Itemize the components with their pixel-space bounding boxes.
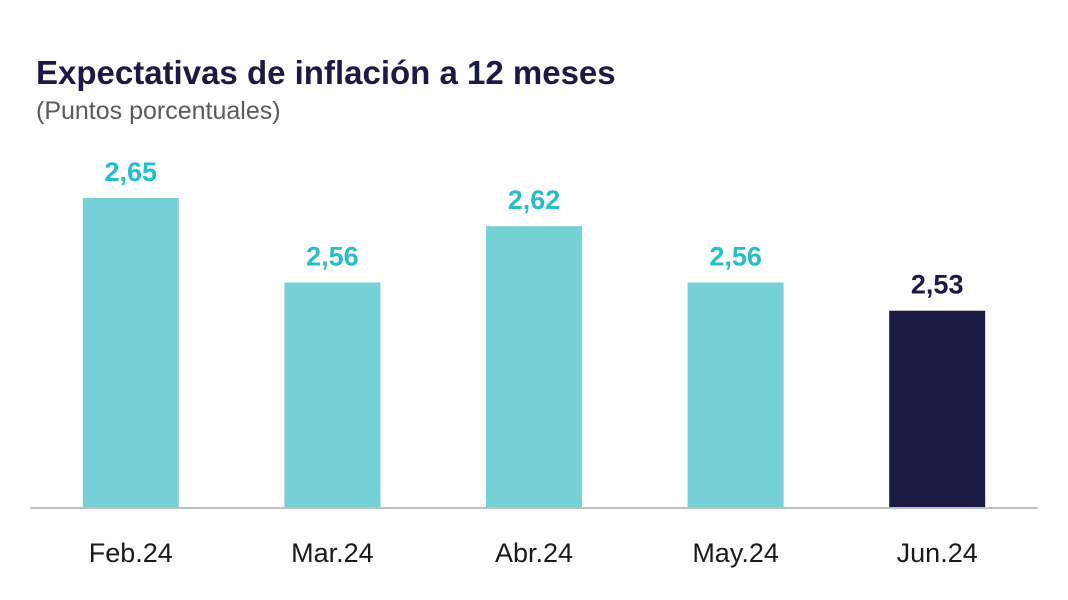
labels-group: 2,65 Feb.24 2,56 Mar.24 2,62 Abr.24 2,56 May.24… xyxy=(89,157,978,568)
value-label: 2,56 xyxy=(306,242,359,272)
bars-group xyxy=(82,198,986,508)
value-label: 2,62 xyxy=(508,185,561,215)
bar-mar-24 xyxy=(284,282,381,508)
bar-feb-24 xyxy=(82,198,179,508)
chart-subtitle: (Puntos porcentuales) xyxy=(36,97,281,125)
chart-title: Expectativas de inflación a 12 meses xyxy=(36,54,616,91)
value-label: 2,53 xyxy=(911,270,964,300)
value-label: 2,65 xyxy=(105,157,158,187)
bar-abr-24 xyxy=(486,226,582,508)
x-tick-label: Feb.24 xyxy=(89,538,173,568)
x-tick-label: Jun.24 xyxy=(897,538,978,568)
bar-may-24 xyxy=(687,282,784,508)
bar-jun-24 xyxy=(889,310,986,508)
x-tick-label: Mar.24 xyxy=(291,538,374,568)
value-label: 2,56 xyxy=(709,242,762,272)
x-tick-label: Abr.24 xyxy=(495,538,573,568)
x-tick-label: May.24 xyxy=(692,538,779,568)
